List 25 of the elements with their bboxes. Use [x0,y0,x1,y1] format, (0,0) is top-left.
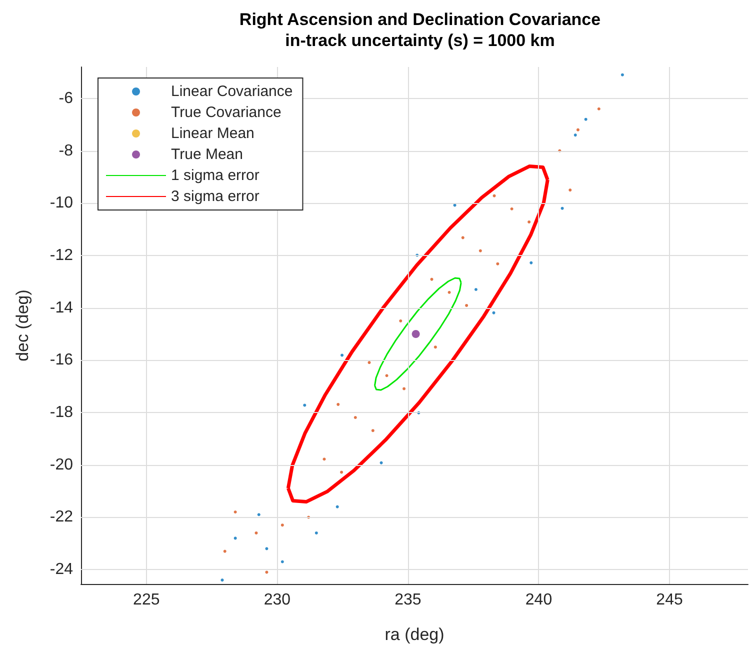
y-axis-title: dec (deg) [13,290,32,362]
legend-label: Linear Mean [171,125,254,142]
chart-title: Right Ascension and Declination Covariance [239,10,601,29]
y-tick-label: -12 [50,246,74,264]
y-tick-label: -10 [50,194,74,212]
legend-label: Linear Covariance [171,83,293,100]
y-tick-label: -24 [50,561,74,578]
chart-subtitle: in-track uncertainty (s) = 1000 km [285,31,555,50]
x-tick-label: 245 [656,592,683,608]
x-tick-label: 225 [133,592,160,608]
legend-label: 3 sigma error [171,188,260,205]
y-tick-label: -16 [50,352,74,369]
y-tick-label: -18 [50,404,74,422]
x-tick-label: 235 [394,592,422,608]
x-tick-label: 240 [525,592,552,608]
legend-label: 1 sigma error [171,167,260,184]
y-tick-label: -20 [50,456,74,474]
y-tick-label: -6 [58,90,74,107]
legend-label: True Covariance [171,104,282,121]
x-tick-label: 230 [264,592,291,608]
y-tick-label: -14 [50,299,74,316]
x-axis-title: ra (deg) [384,625,444,644]
legend-label: True Mean [171,146,243,163]
y-tick-label: -22 [50,508,74,526]
y-tick-label: -8 [58,142,74,160]
